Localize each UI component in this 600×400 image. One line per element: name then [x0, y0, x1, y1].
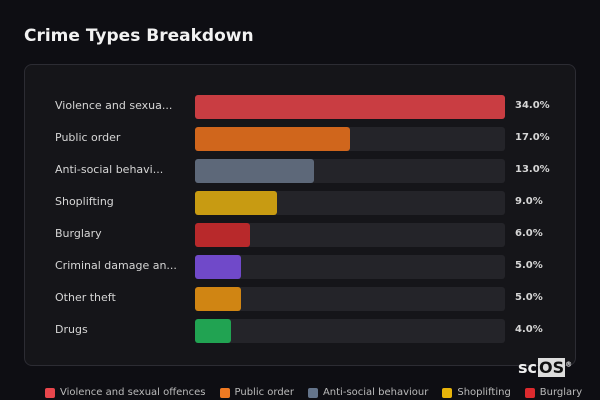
bar-row: Burglary 6.0% — [25, 223, 575, 247]
bar — [195, 223, 250, 247]
bar-track — [195, 191, 505, 215]
legend-label: Public order — [234, 387, 294, 398]
category-label: Violence and sexua... — [55, 99, 173, 112]
bar — [195, 287, 241, 311]
logo: sc OS® — [518, 358, 573, 377]
legend-swatch — [219, 387, 230, 398]
value-label: 4.0% — [515, 324, 543, 335]
value-label: 34.0% — [515, 100, 550, 111]
bar-track — [195, 255, 505, 279]
bar-track — [195, 127, 505, 151]
bar-row: Public order 17.0% — [25, 127, 575, 151]
category-label: Drugs — [55, 323, 88, 336]
category-label: Burglary — [55, 227, 102, 240]
value-label: 9.0% — [515, 196, 543, 207]
category-label: Other theft — [55, 291, 116, 304]
bar — [195, 191, 278, 215]
legend-item: Anti-social behaviour — [307, 387, 429, 398]
legend-label: Anti-social behaviour — [322, 387, 429, 398]
legend: Violence and sexual offences Public order… — [45, 387, 582, 398]
bar-track — [195, 159, 505, 183]
legend-swatch — [442, 387, 453, 398]
bar-track — [195, 319, 505, 343]
legend-label: Violence and sexual offences — [60, 387, 206, 398]
legend-item: Public order — [219, 387, 294, 398]
legend-item: Shoplifting — [442, 387, 511, 398]
bar-row: Drugs 4.0% — [25, 319, 575, 343]
chart-title: Crime Types Breakdown — [24, 26, 254, 46]
bar — [195, 319, 232, 343]
legend-label: Burglary — [539, 387, 583, 398]
category-label: Anti-social behavi... — [55, 163, 164, 176]
bar-track — [195, 95, 505, 119]
value-label: 5.0% — [515, 292, 543, 303]
legend-label: Shoplifting — [457, 387, 511, 398]
category-label: Shoplifting — [55, 195, 114, 208]
legend-item: Burglary — [524, 387, 583, 398]
category-label: Public order — [55, 131, 121, 144]
bar — [195, 95, 505, 119]
chart-panel: Violence and sexua... 34.0% Public order … — [24, 64, 576, 366]
value-label: 5.0% — [515, 260, 543, 271]
bar — [195, 255, 241, 279]
bar-row: Violence and sexua... 34.0% — [25, 95, 575, 119]
legend-swatch — [45, 387, 55, 398]
legend-swatch — [307, 387, 318, 398]
bar-track — [195, 223, 505, 247]
bar-row: Other theft 5.0% — [25, 287, 575, 311]
bar — [195, 127, 350, 151]
value-label: 17.0% — [515, 132, 550, 143]
bar-row: Shoplifting 9.0% — [25, 191, 575, 215]
category-label: Criminal damage an... — [55, 259, 177, 272]
bar — [195, 159, 314, 183]
bar-track — [195, 287, 505, 311]
value-label: 6.0% — [515, 228, 543, 239]
legend-swatch — [524, 387, 535, 398]
value-label: 13.0% — [515, 164, 550, 175]
bar-row: Anti-social behavi... 13.0% — [25, 159, 575, 183]
legend-item: Violence and sexual offences — [45, 387, 206, 398]
bar-row: Criminal damage an... 5.0% — [25, 255, 575, 279]
